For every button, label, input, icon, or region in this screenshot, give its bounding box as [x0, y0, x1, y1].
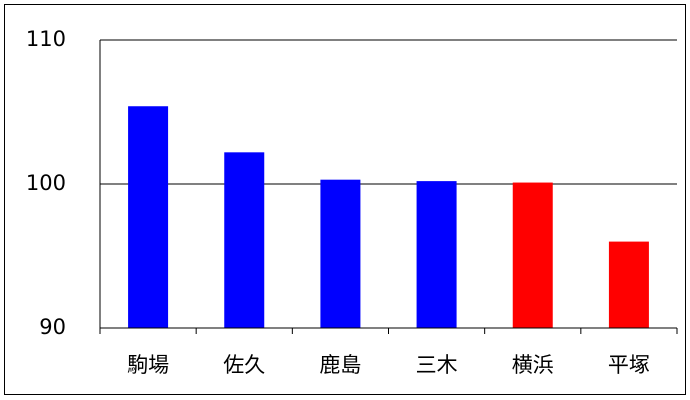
- y-tick-label: 90: [39, 315, 66, 339]
- bar: [128, 106, 169, 329]
- x-tick-label: 鹿島: [319, 353, 361, 377]
- bar: [224, 152, 265, 328]
- y-tick-label: 110: [26, 27, 66, 51]
- bar: [512, 182, 553, 328]
- y-tick-label: 100: [26, 171, 66, 195]
- x-tick-label: 三木: [416, 353, 458, 377]
- x-tick-label: 横浜: [512, 353, 554, 377]
- x-tick-label: 平塚: [608, 353, 650, 377]
- bar: [608, 241, 649, 328]
- bar: [320, 179, 361, 328]
- bar: [416, 181, 457, 328]
- x-tick-label: 駒場: [127, 353, 169, 377]
- x-tick-label: 佐久: [223, 353, 265, 377]
